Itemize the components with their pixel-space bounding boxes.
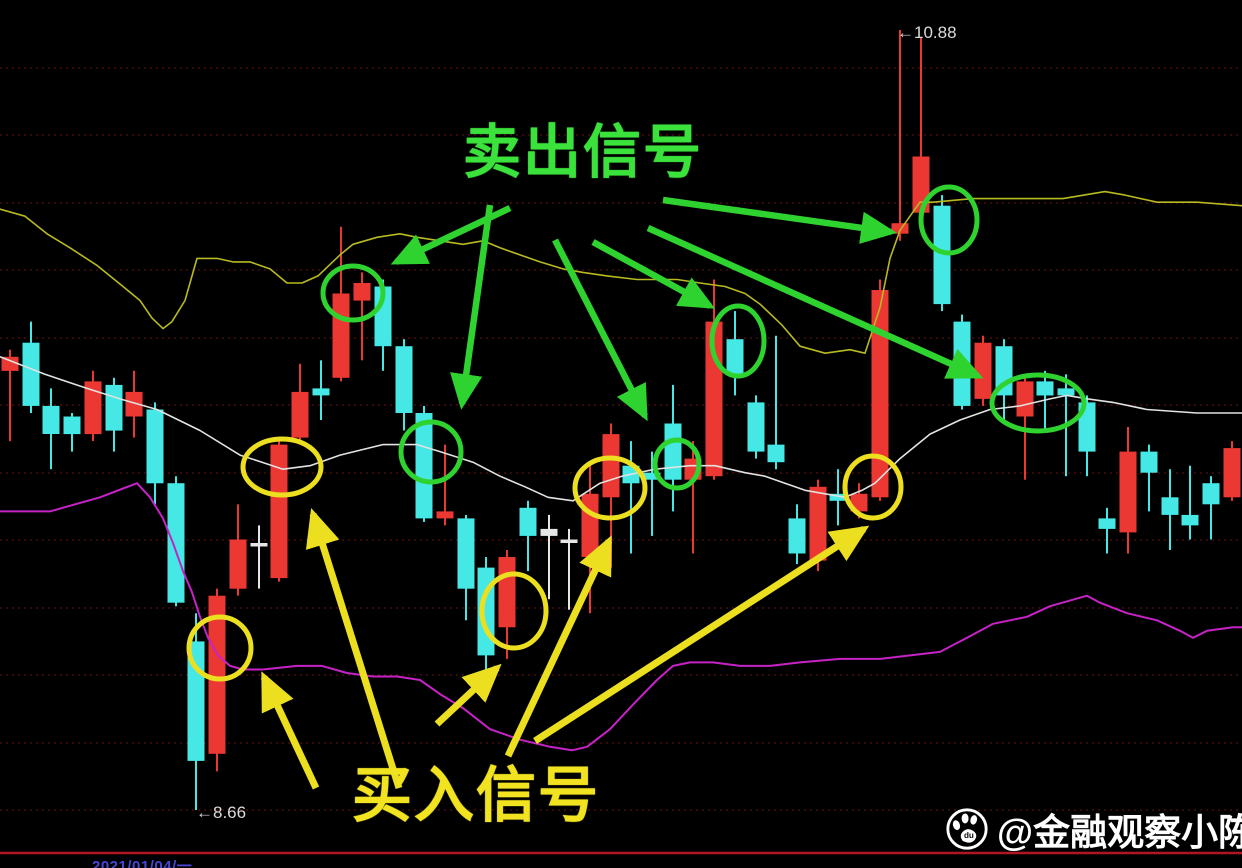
- baidu-paw-icon: du: [946, 808, 988, 850]
- watermark-text: @金融观察小陈: [997, 812, 1242, 853]
- watermark: du @金融观察小陈: [944, 804, 1242, 854]
- buy-signal-label: 买入信号: [352, 762, 600, 829]
- indicator-lines: [0, 190, 1242, 752]
- x-axis-date-label: 2021/01/04/一: [92, 858, 193, 868]
- svg-text:du: du: [964, 831, 974, 840]
- high-price-label: ←10.88: [897, 23, 957, 42]
- signal-annotations: [186, 184, 1087, 790]
- low-price-label: ←8.66: [196, 803, 246, 822]
- gridlines: [0, 67, 1242, 855]
- sell-signal-label: 卖出信号: [463, 120, 704, 185]
